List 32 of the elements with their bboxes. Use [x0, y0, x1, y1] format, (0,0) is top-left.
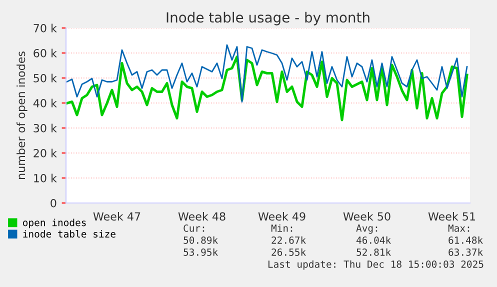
text: Avg: — [356, 224, 378, 234]
text: Max: — [448, 224, 470, 232]
y-tick-label: 20 k — [34, 148, 57, 158]
x-tick-label: Week 50 — [343, 212, 390, 221]
text: 52.81k — [356, 248, 391, 256]
y-tick-label: 10 k — [34, 174, 57, 182]
y-tick-label: 40 k — [33, 98, 57, 108]
text: 53.95k — [184, 248, 218, 256]
chart-title: Inode table usage - by month — [166, 12, 370, 26]
text: 61.48k — [448, 236, 483, 244]
text: Cur: — [184, 224, 204, 232]
legend-label: open inodes — [23, 218, 86, 228]
y-axis-title: number of open inodes — [16, 52, 28, 179]
y-tick-label: 70 k — [34, 24, 57, 32]
text: 26.55k — [272, 248, 306, 256]
text: 46.04k — [356, 236, 391, 244]
y-tick-label: 60 k — [34, 48, 57, 58]
line-series — [66, 44, 468, 102]
text: 50.89k — [184, 236, 218, 244]
text: 63.37k — [448, 248, 483, 256]
text: Last update: Thu Dec 18 15:00:03 2025 — [268, 260, 484, 270]
text: 22.67k — [272, 236, 306, 244]
text: Min: — [271, 224, 292, 232]
x-tick-label: Week 47 — [93, 212, 140, 221]
y-tick-label: 30 k — [34, 124, 57, 132]
legend-label: inode table size — [23, 230, 116, 238]
y-tick-label: 50 k — [34, 74, 57, 82]
line-series — [66, 56, 468, 122]
y-tick-label: 0 — [50, 198, 56, 208]
x-tick-label: Week 51 — [428, 212, 476, 221]
x-tick-label: Week 48 — [178, 212, 226, 221]
x-tick-label: Week 49 — [258, 212, 306, 221]
